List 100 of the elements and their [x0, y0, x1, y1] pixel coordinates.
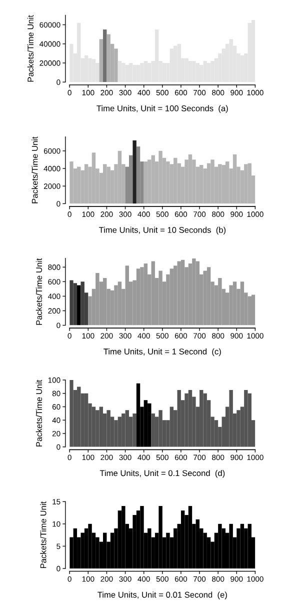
bar: [222, 528, 226, 568]
bar: [244, 528, 248, 568]
x-axis-title: Time Units, Unit = 100 Seconds (a): [96, 105, 228, 113]
bar: [248, 163, 252, 204]
bar: [206, 62, 211, 82]
bar: [214, 420, 218, 447]
bar: [188, 61, 192, 82]
bar: [196, 261, 200, 326]
y-axis-title: Packets/Time Unit: [36, 258, 42, 325]
y-axis-title: Packets/Time Unit: [32, 136, 38, 204]
bar: [148, 403, 152, 447]
bar: [144, 61, 148, 82]
bar: [218, 524, 222, 568]
bar: [244, 390, 248, 447]
bar: [77, 285, 81, 326]
bar: [144, 400, 148, 447]
bar: [203, 393, 207, 447]
x-axis-title: Time Units, Unit = 1 Second (c): [104, 348, 221, 356]
bar: [206, 267, 211, 326]
bar: [248, 393, 252, 447]
bar: [203, 532, 207, 568]
bar: [170, 268, 174, 326]
bar: [240, 524, 244, 568]
bar: [136, 146, 140, 204]
bar: [177, 390, 181, 447]
bar: [236, 410, 240, 447]
bar: [84, 393, 88, 447]
bar: [229, 524, 233, 568]
bar: [151, 413, 155, 447]
bar: [229, 390, 233, 447]
bar: [251, 294, 256, 326]
bar: [240, 55, 244, 82]
bar: [92, 152, 96, 204]
bar: [188, 506, 192, 568]
bar: [236, 528, 240, 568]
bar: [184, 393, 188, 447]
bar: [92, 59, 96, 82]
bar: [96, 537, 100, 568]
bar: [70, 280, 74, 326]
bar: [73, 528, 78, 568]
bar: [118, 61, 122, 82]
bar: [125, 266, 129, 326]
bar: [128, 62, 133, 82]
bar: [84, 55, 88, 82]
bar: [125, 410, 129, 447]
bar: [240, 282, 244, 326]
bar: [196, 62, 200, 82]
bar: [132, 140, 136, 204]
bar: [92, 406, 96, 447]
bar: [251, 20, 256, 82]
x-axis-title: Time Units, Unit = 0.1 Second (d): [100, 470, 225, 478]
bar: [118, 416, 122, 447]
bar: [162, 62, 166, 82]
bar: [88, 524, 92, 568]
bar: [118, 150, 122, 204]
bar: [170, 48, 174, 82]
x-axis-title: Time Units, Unit = 10 Seconds (b): [98, 226, 226, 235]
bar: [174, 528, 178, 568]
bar: [114, 420, 118, 447]
bar: [158, 410, 162, 447]
bar: [136, 268, 140, 326]
bar: [188, 390, 192, 447]
bar: [118, 282, 122, 326]
bar: [232, 282, 237, 326]
bar: [96, 272, 100, 326]
bar: [158, 506, 162, 568]
bar: [84, 528, 88, 568]
bar: [206, 163, 211, 204]
bar: [154, 30, 159, 82]
bar: [140, 506, 144, 568]
bar: [128, 155, 133, 204]
bar: [232, 154, 237, 204]
bar: [70, 380, 74, 447]
bar: [73, 283, 78, 326]
bar: [148, 528, 152, 568]
bar: [99, 39, 104, 82]
bar: [122, 413, 126, 447]
bar: [103, 532, 107, 568]
bar: [84, 164, 88, 204]
bar: [110, 532, 114, 568]
bar: [103, 30, 107, 82]
bar: [170, 406, 174, 447]
bar: [80, 282, 84, 326]
bar: [200, 390, 204, 447]
bar: [144, 161, 148, 204]
bar: [122, 506, 126, 568]
bar: [144, 263, 148, 326]
bar: [206, 537, 211, 568]
bar: [180, 510, 185, 568]
bar: [188, 154, 192, 204]
bar: [99, 406, 104, 447]
bar: [196, 519, 200, 568]
y-axis-title: Packets/Time Unit: [36, 380, 42, 446]
bar: [222, 164, 226, 204]
bar: [106, 410, 110, 447]
x-axis-title: Time Units, Unit = 0.01 Second (e): [98, 592, 227, 600]
bar: [96, 62, 100, 82]
bar: [248, 524, 252, 568]
bar: [106, 34, 110, 82]
y-axis-title: Packets/Time Unit: [40, 501, 46, 568]
